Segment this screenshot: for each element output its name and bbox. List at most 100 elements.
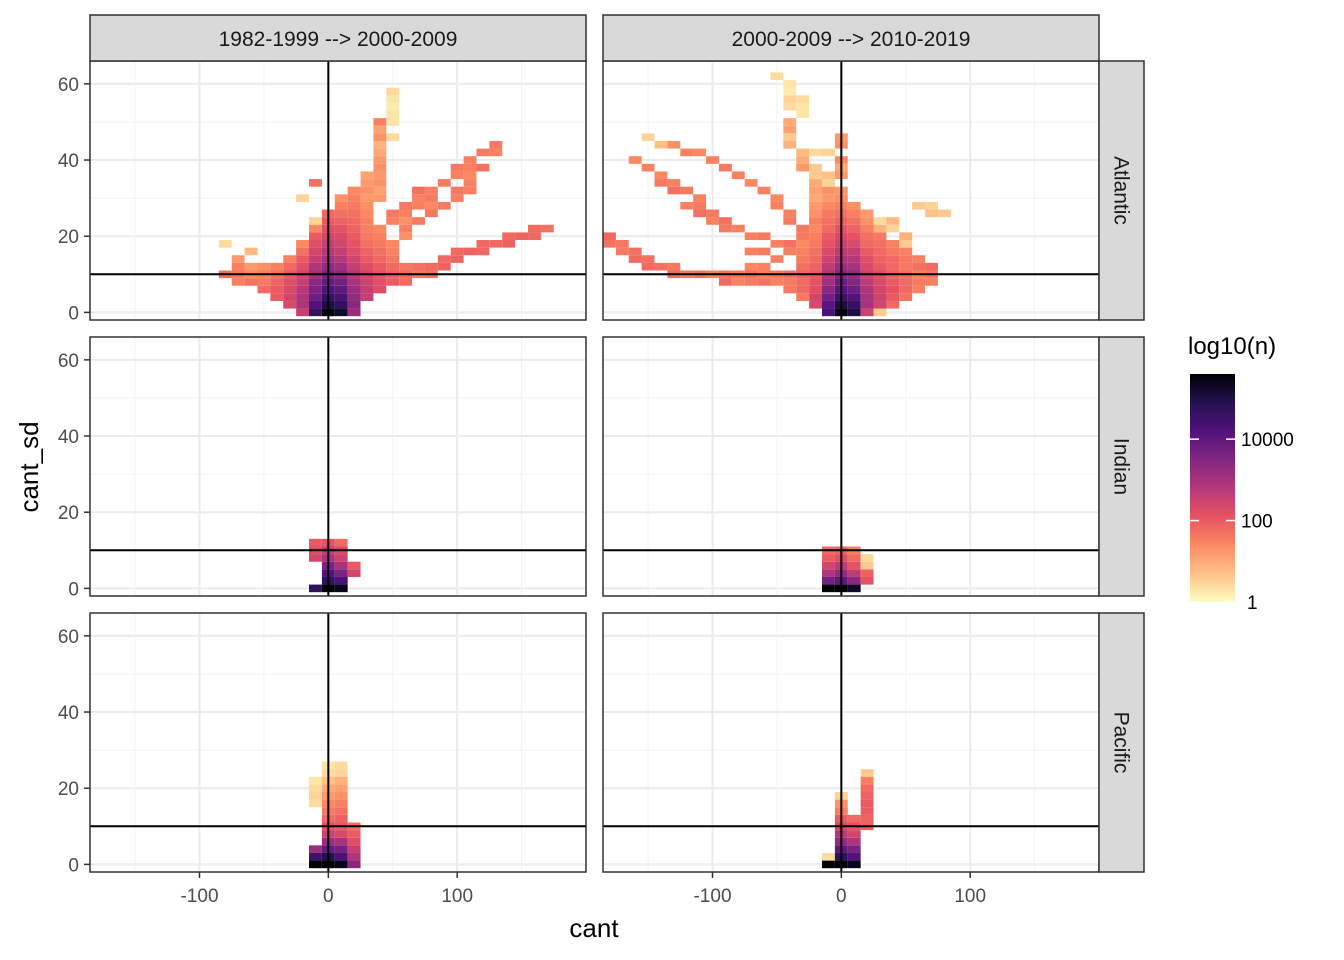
heatmap-tile (386, 278, 400, 286)
heatmap-tile (899, 285, 913, 294)
panel-atlantic-2 (602, 60, 1100, 321)
heatmap-tile (873, 247, 887, 256)
heatmap-tile (925, 262, 938, 271)
heatmap-tile (796, 224, 810, 233)
heatmap-tile (450, 194, 464, 202)
legend-title: log10(n) (1188, 333, 1276, 360)
heatmap-tile (334, 201, 348, 210)
heatmap-tile (847, 255, 861, 263)
heatmap-tile (412, 194, 425, 202)
heatmap-tile (912, 285, 926, 294)
heatmap-tile (334, 262, 348, 271)
heatmap-tile (783, 125, 797, 134)
heatmap-tile (450, 255, 464, 263)
heatmap-tile (476, 163, 490, 172)
heatmap-tile (693, 194, 707, 202)
heatmap-tile (347, 186, 361, 195)
heatmap-tile (489, 140, 503, 149)
heatmap-tile (654, 179, 668, 187)
heatmap-tile (693, 148, 707, 157)
heatmap-tile (373, 179, 387, 187)
heatmap-tile (309, 255, 322, 263)
heatmap-tile (822, 171, 835, 180)
heatmap-tile (847, 300, 861, 309)
heatmap-tile (757, 278, 771, 286)
heatmap-tile (244, 247, 258, 256)
heatmap-tile (334, 561, 348, 570)
col-strip-label: 2000-2009 --> 2010-2019 (732, 28, 971, 51)
heatmap-tile (628, 156, 642, 164)
heatmap-tile (283, 285, 297, 294)
heatmap-tile (373, 224, 387, 233)
heatmap-tile (309, 784, 322, 793)
heatmap-tile (347, 300, 361, 309)
heatmap-tile (822, 179, 835, 187)
heatmap-tile (347, 845, 361, 853)
row-strip-indian: Indian (1098, 336, 1145, 597)
heatmap-tile (309, 224, 322, 233)
heatmap-tile (309, 852, 322, 861)
heatmap-tile (309, 278, 322, 286)
heatmap-tile (399, 217, 413, 225)
heatmap-tile (296, 285, 310, 294)
heatmap-tile (334, 584, 348, 593)
heatmap-tile (860, 293, 874, 301)
heatmap-tile (347, 255, 361, 263)
heatmap-tile (912, 201, 926, 210)
heatmap-tile (309, 179, 322, 187)
heatmap-tile (822, 569, 835, 577)
heatmap-tile (809, 232, 823, 241)
heatmap-tile (334, 224, 348, 233)
heatmap-tile (347, 837, 361, 846)
heatmap-tile (718, 278, 732, 286)
heatmap-tile (809, 293, 823, 301)
heatmap-tile (744, 278, 758, 286)
heatmap-tile (847, 569, 861, 577)
heatmap-tile (334, 293, 348, 301)
heatmap-tile (757, 247, 771, 256)
heatmap-tile (757, 232, 771, 241)
heatmap-tile (386, 262, 400, 271)
heatmap-tile (873, 232, 887, 241)
reference-lines (90, 61, 586, 320)
heatmap-tile (809, 194, 823, 202)
heatmap-tile (809, 240, 823, 248)
heatmap-tile (309, 308, 322, 317)
heatmap-tile (463, 156, 477, 164)
heatmap-tile (822, 860, 835, 869)
heatmap-tile (847, 308, 861, 317)
heatmap-tile (847, 554, 861, 562)
heatmap-tile (899, 232, 913, 241)
heatmap-tile (450, 186, 464, 195)
heatmap-tile (783, 95, 797, 103)
heatmap-tile (373, 118, 387, 126)
heatmap-tile (783, 217, 797, 225)
heatmap-tile (809, 300, 823, 309)
reference-lines (90, 337, 586, 596)
heatmap-tile (373, 240, 387, 248)
heatmap-tile (809, 285, 823, 294)
heatmap-tile (386, 247, 400, 256)
heatmap-tile (603, 240, 616, 248)
heatmap-tile (347, 569, 361, 577)
heatmap-tile (424, 194, 438, 202)
heatmap-tile (628, 255, 642, 263)
heatmap-tile (334, 240, 348, 248)
heatmap-tile (822, 584, 835, 593)
heatmap-tile (822, 561, 835, 570)
heatmap-tile (270, 293, 284, 301)
heatmap-tile (373, 125, 387, 134)
heatmap-tile (334, 814, 348, 823)
heatmap-tile (847, 561, 861, 570)
heatmap-tile (334, 845, 348, 853)
heatmap-tile (360, 194, 374, 202)
heatmap-tile (757, 262, 771, 271)
heatmap-tile (373, 140, 387, 149)
panel-pacific-2 (602, 612, 1100, 873)
heatmap-tile (809, 186, 823, 195)
heatmap-tile (399, 201, 413, 210)
heatmap-tile (809, 148, 823, 157)
heatmap-tile (886, 300, 900, 309)
panel-border (89, 612, 587, 873)
